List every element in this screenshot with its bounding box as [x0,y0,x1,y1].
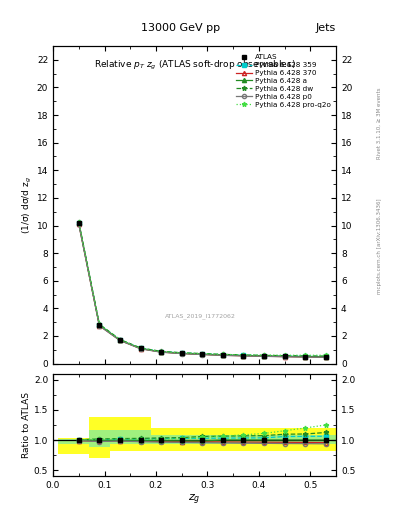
Text: mcplots.cern.ch [arXiv:1306.3436]: mcplots.cern.ch [arXiv:1306.3436] [377,198,382,293]
X-axis label: $z_g$: $z_g$ [188,493,201,507]
Text: ATLAS_2019_I1772062: ATLAS_2019_I1772062 [165,313,236,319]
Text: Jets: Jets [316,23,336,33]
Text: Relative $p_T$ $z_g$ (ATLAS soft-drop observables): Relative $p_T$ $z_g$ (ATLAS soft-drop ob… [94,59,296,72]
Y-axis label: Ratio to ATLAS: Ratio to ATLAS [22,392,31,458]
Legend: ATLAS, Pythia 6.428 359, Pythia 6.428 370, Pythia 6.428 a, Pythia 6.428 dw, Pyth: ATLAS, Pythia 6.428 359, Pythia 6.428 37… [235,53,332,109]
Text: 13000 GeV pp: 13000 GeV pp [141,23,220,33]
Y-axis label: (1/σ) dσ/d z$_g$: (1/σ) dσ/d z$_g$ [21,176,34,234]
Text: Rivet 3.1.10, ≥ 3M events: Rivet 3.1.10, ≥ 3M events [377,87,382,159]
